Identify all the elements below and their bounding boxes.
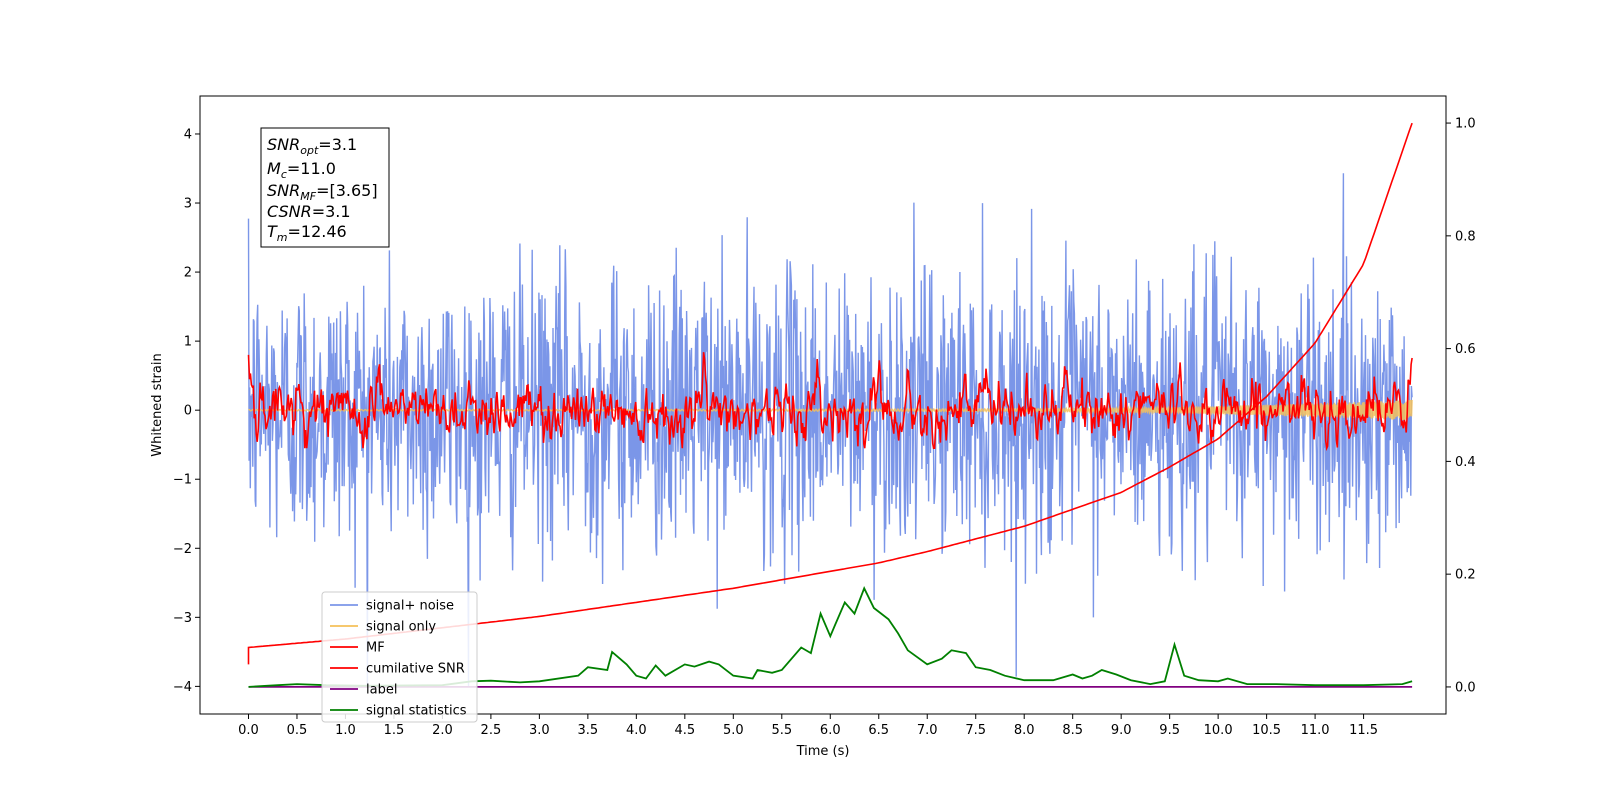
x-tick-label: 2.0: [432, 723, 453, 738]
y2-tick-label: 1.0: [1455, 117, 1476, 132]
x-tick-label: 10.5: [1252, 723, 1281, 738]
x-tick-label: 9.0: [1111, 723, 1132, 738]
plot-frame: [199, 95, 1447, 715]
y2-tick-label: 0.0: [1455, 680, 1476, 695]
info-box-frame: [260, 127, 390, 248]
series-signal-statistics-line: [248, 586, 1413, 688]
info-snr-opt: SNRopt=3.1: [267, 135, 357, 157]
y-tick-label: 3: [184, 197, 192, 212]
series-mf-line: [247, 352, 1413, 452]
y-tick-label: 4: [184, 127, 192, 142]
x-tick-label: 6.0: [820, 723, 841, 738]
info-tm: Tm=12.46: [267, 222, 347, 244]
x-tick-label: 4.0: [626, 723, 647, 738]
x-tick-label: 1.0: [335, 723, 356, 738]
y2-tick-label: 0.6: [1455, 342, 1476, 357]
y2-axis-ticks: 1.0 0.8 0.6 0.4 0.2 0.0: [1446, 117, 1476, 695]
x-tick-label: 0.0: [238, 723, 259, 738]
x-tick-label: 7.5: [965, 723, 986, 738]
x-tick-label: 11.5: [1349, 723, 1378, 738]
x-tick-label: 8.0: [1014, 723, 1035, 738]
x-tick-label: 7.0: [917, 723, 938, 738]
x-tick-label: 9.5: [1159, 723, 1180, 738]
x-tick-label: 2.5: [481, 723, 502, 738]
x-tick-label: 3.5: [578, 723, 599, 738]
y-tick-label: −2: [173, 542, 192, 557]
legend-label: cumilative SNR: [366, 662, 465, 677]
x-tick-label: 5.5: [771, 723, 792, 738]
y-tick-label: 2: [184, 266, 192, 281]
x-tick-label: 3.0: [529, 723, 550, 738]
y2-tick-label: 0.4: [1455, 455, 1476, 470]
x-tick-label: 5.0: [723, 723, 744, 738]
legend-label: signal only: [366, 620, 436, 635]
y2-tick-label: 0.2: [1455, 568, 1476, 583]
legend-label: label: [366, 683, 397, 698]
legend-label: MF: [366, 641, 385, 656]
y-tick-label: −3: [173, 611, 192, 626]
legend-label: signal+ noise: [366, 599, 454, 614]
y2-tick-label: 0.8: [1455, 229, 1476, 244]
x-tick-label: 10.0: [1204, 723, 1233, 738]
info-csnr: CSNR=3.1: [267, 202, 351, 221]
x-tick-label: 1.5: [384, 723, 405, 738]
y-tick-label: 0: [184, 404, 192, 419]
y-tick-label: 1: [184, 335, 192, 350]
info-mc: Mc=11.0: [267, 159, 336, 181]
series-signal-noise-line: [247, 173, 1413, 687]
x-tick-label: 11.0: [1301, 723, 1330, 738]
legend-frame: [321, 591, 478, 723]
y-axis-ticks: 4 3 2 1 0 −1 −2 −3 −4: [173, 127, 200, 695]
x-tick-label: 4.5: [674, 723, 695, 738]
y-axis-label: Whitened strain: [150, 353, 165, 456]
y-tick-label: −1: [173, 473, 192, 488]
legend: signal+ noise signal only MF cumilative SNR…: [321, 591, 478, 723]
info-box: SNRopt=3.1 Mc=11.0 SNRMF=[3.65] CSNR=3.1…: [260, 127, 390, 248]
x-tick-label: 0.5: [287, 723, 308, 738]
y-tick-label: −4: [173, 680, 192, 695]
x-axis-ticks: 0.0 0.5 1.0 1.5 2.0 2.5 3.0 3.5 4.0 4.5 5.0 5.5 6.0 6…: [238, 714, 1378, 738]
x-tick-label: 8.5: [1062, 723, 1083, 738]
legend-label: signal statistics: [366, 704, 467, 719]
x-axis-label: Time (s): [796, 744, 850, 759]
x-tick-label: 6.5: [868, 723, 889, 738]
legend-items: signal+ noise signal only MF cumilative SNR…: [330, 599, 467, 719]
info-snr-mf: SNRMF=[3.65]: [267, 181, 378, 203]
